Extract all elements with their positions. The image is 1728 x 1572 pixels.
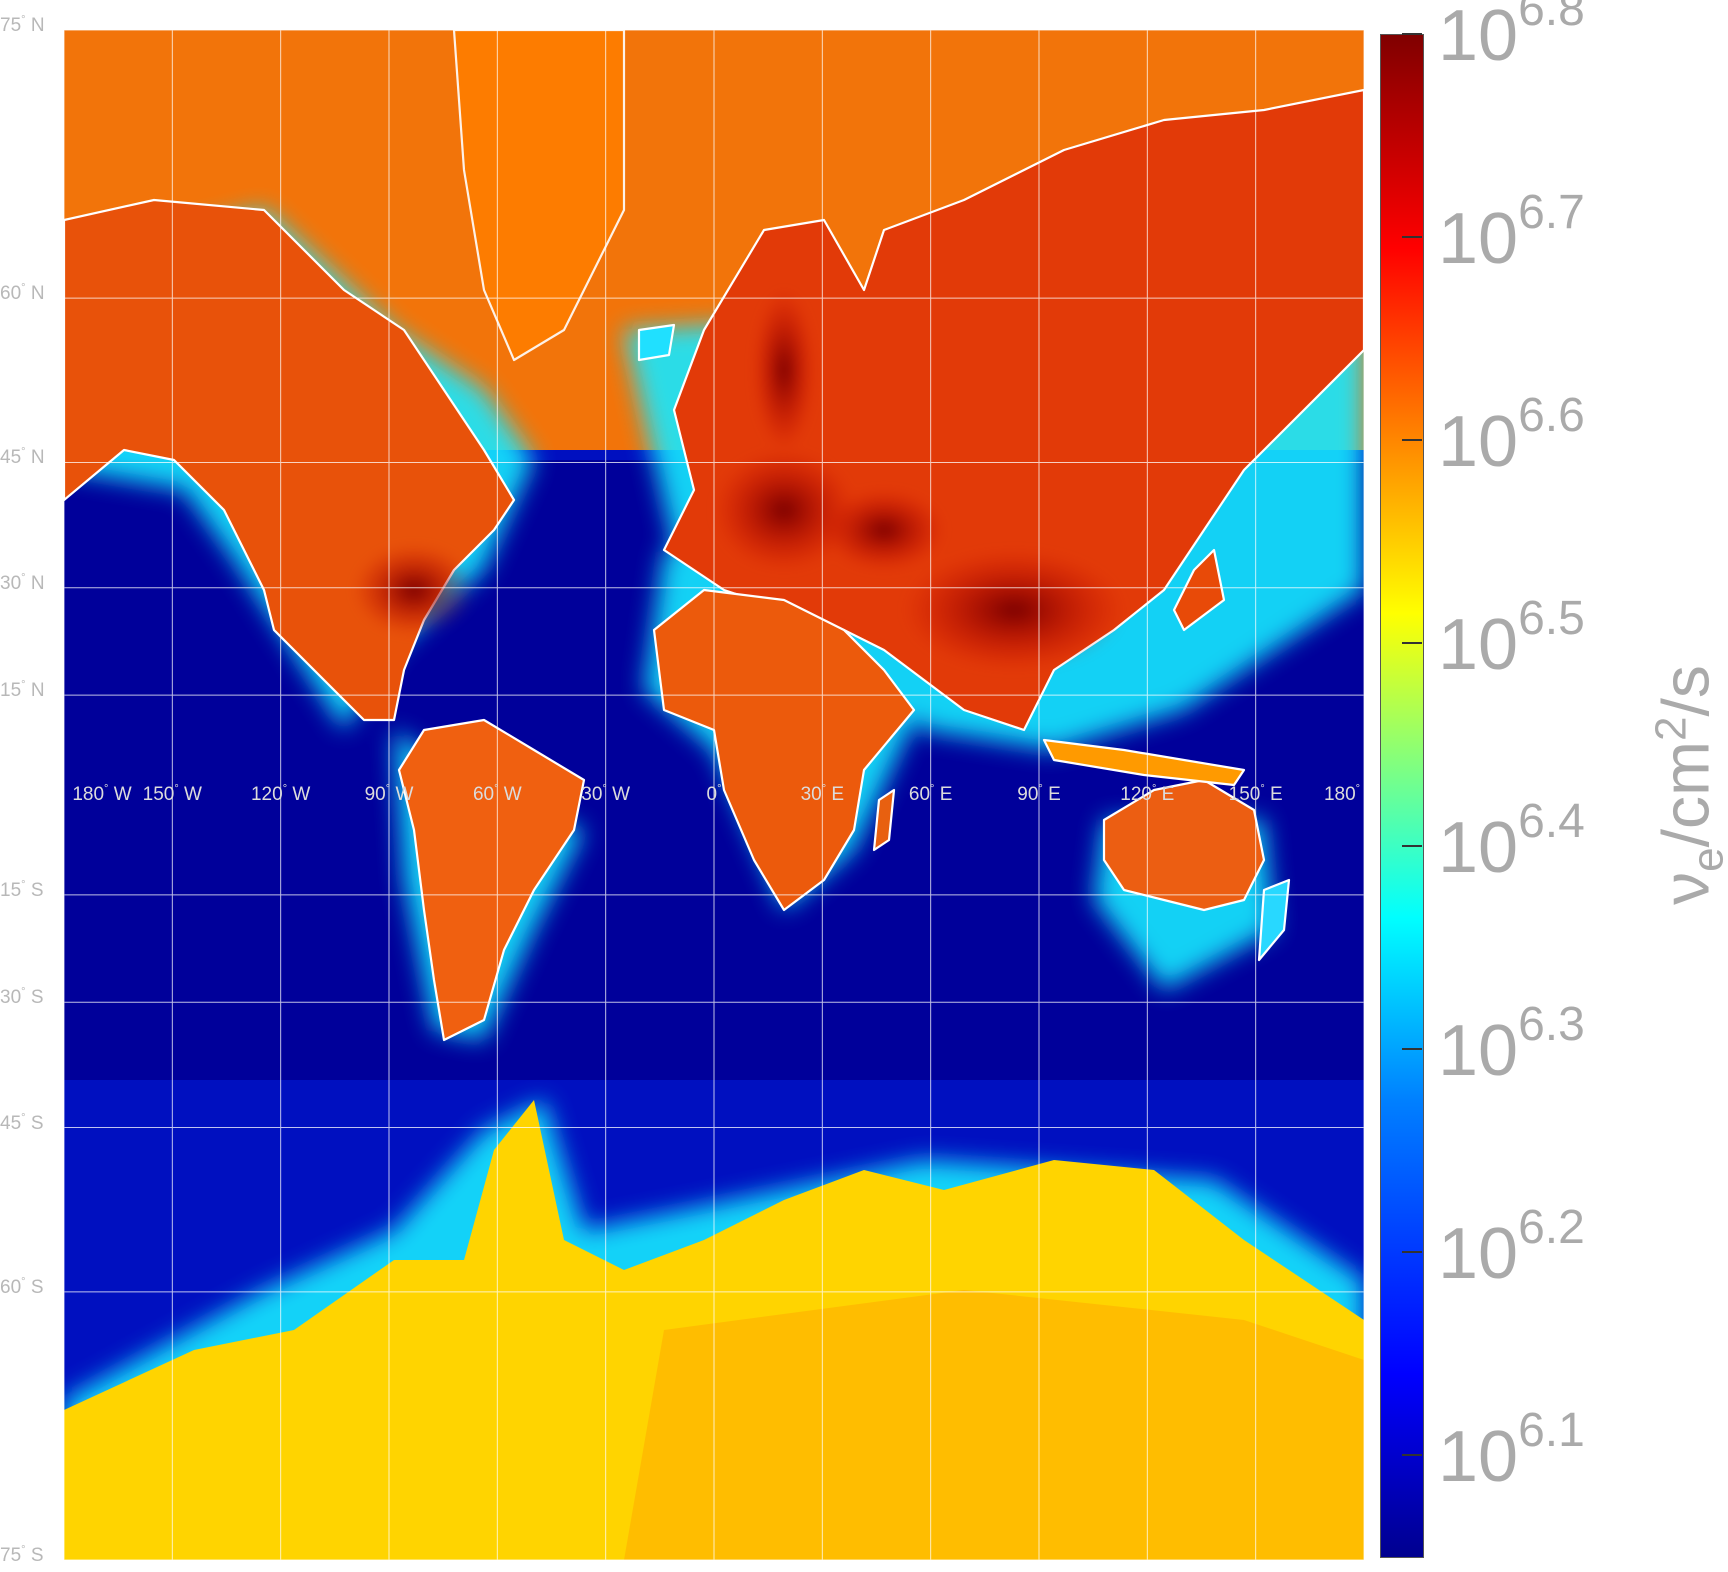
longitude-label: 30° W bbox=[581, 783, 631, 805]
colorbar-unit: /cm bbox=[1648, 741, 1723, 848]
antarctica-interior bbox=[624, 1290, 1364, 1560]
longitude-label: 150° E bbox=[1228, 783, 1283, 805]
indonesia bbox=[1042, 738, 1246, 787]
latitude-label: 15° N bbox=[0, 679, 45, 702]
longitude-label: 150° W bbox=[142, 783, 202, 805]
longitude-label: 90° W bbox=[364, 783, 414, 805]
colorbar-tick bbox=[1402, 1453, 1422, 1456]
colorbar-tick-label: 106.2 bbox=[1438, 1200, 1585, 1294]
colorbar bbox=[1380, 34, 1424, 1558]
colorbar-tick bbox=[1402, 1047, 1422, 1050]
map-frame bbox=[64, 30, 1364, 1560]
latitude-label: 30° N bbox=[0, 571, 45, 594]
continents bbox=[64, 30, 1364, 1042]
latitude-label: 75° N bbox=[0, 14, 45, 36]
latitude-label: 60° S bbox=[0, 1275, 44, 1298]
longitude-label: 180° W bbox=[72, 783, 132, 805]
africa bbox=[652, 588, 916, 912]
colorbar-tick bbox=[1402, 641, 1422, 644]
colorbar-tick-label: 106.6 bbox=[1438, 388, 1585, 482]
colorbar-tick bbox=[1402, 33, 1422, 35]
madagascar bbox=[872, 788, 896, 852]
latitude-label: 30° S bbox=[0, 986, 44, 1009]
colorbar-unit-exp: 2 bbox=[1646, 716, 1696, 742]
longitude-label: 0° bbox=[706, 783, 722, 805]
colorbar-tick-label: 106.1 bbox=[1438, 1403, 1585, 1497]
longitude-label: 180° bbox=[1323, 783, 1361, 805]
greenland bbox=[452, 30, 626, 362]
colorbar-tick bbox=[1402, 1250, 1422, 1253]
colorbar-tick bbox=[1402, 235, 1422, 238]
eurasia bbox=[662, 88, 1364, 732]
colorbar-symbol: ν bbox=[1648, 871, 1723, 905]
colorbar-tick-label: 106.3 bbox=[1438, 997, 1585, 1091]
world-map bbox=[64, 30, 1364, 1560]
longitude-label: 60° W bbox=[472, 783, 522, 805]
longitude-label: 60° E bbox=[908, 783, 953, 805]
latitude-label: 60° N bbox=[0, 282, 45, 305]
latitude-label: 75° S bbox=[0, 1544, 44, 1566]
latitude-label: 15° S bbox=[0, 878, 44, 901]
new-zealand bbox=[1257, 878, 1291, 962]
graticule bbox=[64, 30, 1364, 1560]
colorbar-tick-label: 106.8 bbox=[1438, 0, 1585, 76]
colorbar-tick-label: 106.5 bbox=[1438, 591, 1585, 685]
colorbar-tick bbox=[1402, 844, 1422, 847]
colorbar-subscript: e bbox=[1683, 847, 1728, 872]
longitude-label: 90° E bbox=[1017, 783, 1061, 805]
south-america bbox=[397, 718, 586, 1042]
iceland bbox=[637, 323, 676, 362]
latitude-label: 45° N bbox=[0, 446, 45, 469]
japan bbox=[1172, 548, 1226, 632]
colorbar-title: νe/cm2/s bbox=[1646, 665, 1728, 905]
colorbar-tick-label: 106.4 bbox=[1438, 794, 1585, 888]
longitude-label: 120° E bbox=[1120, 783, 1175, 805]
longitude-label: 30° E bbox=[800, 783, 845, 805]
longitude-label: 120° W bbox=[250, 783, 311, 805]
latitude-label: 45° S bbox=[0, 1111, 44, 1134]
australia bbox=[1102, 778, 1266, 912]
colorbar-tick-label: 106.7 bbox=[1438, 185, 1585, 279]
colorbar-tick bbox=[1402, 438, 1422, 441]
colorbar-unit-tail: /s bbox=[1648, 665, 1723, 717]
hotspots bbox=[354, 290, 1124, 670]
